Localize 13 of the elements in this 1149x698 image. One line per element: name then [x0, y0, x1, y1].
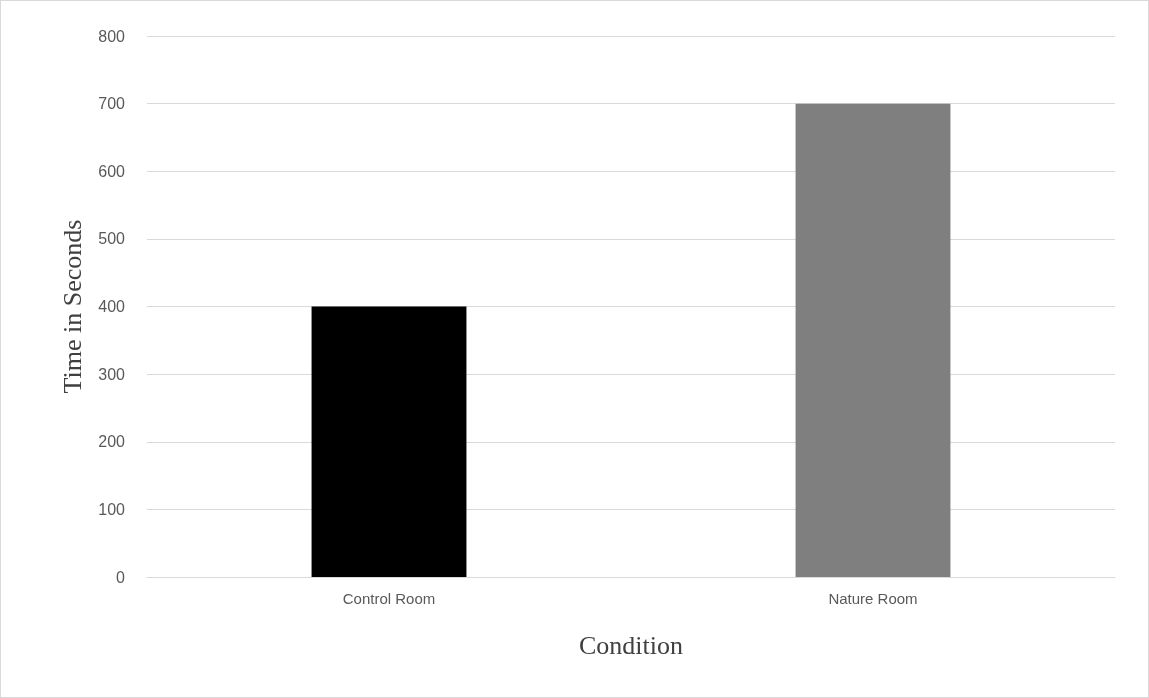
y-tick-label: 500	[98, 230, 126, 248]
y-tick-label: 800	[98, 27, 126, 45]
y-tick-label: 0	[116, 568, 126, 586]
y-tick-label: 600	[98, 162, 126, 180]
y-tick-label: 200	[98, 433, 126, 451]
y-tick-label: 300	[98, 365, 126, 383]
y-tick-label: 100	[98, 500, 126, 518]
y-tick-label: 700	[98, 95, 126, 113]
y-tick-label: 400	[98, 298, 126, 315]
x-tick-label: Nature Room	[828, 590, 918, 607]
x-axis-title: Condition	[578, 630, 684, 660]
x-tick-label: Control Room	[342, 590, 436, 607]
y-axis-title: Time in Seconds	[57, 219, 87, 394]
